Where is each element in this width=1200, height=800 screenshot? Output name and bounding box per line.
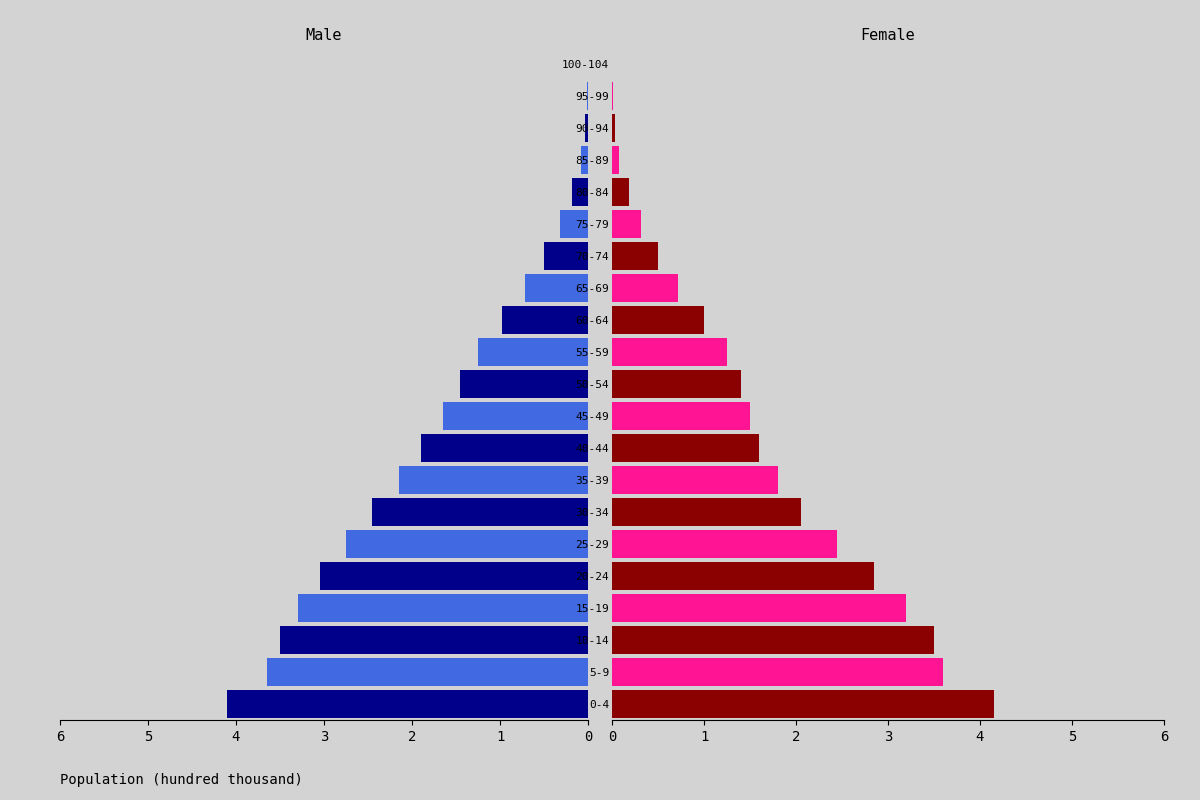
- Text: Population (hundred thousand): Population (hundred thousand): [60, 773, 302, 787]
- Bar: [544, 242, 588, 270]
- Bar: [421, 434, 588, 462]
- Bar: [443, 402, 588, 430]
- Title: Female: Female: [860, 28, 916, 42]
- Bar: [346, 530, 588, 558]
- Bar: [319, 562, 588, 590]
- Bar: [280, 626, 588, 654]
- Bar: [298, 594, 588, 622]
- Bar: [398, 466, 588, 494]
- Bar: [612, 210, 642, 238]
- Title: Male: Male: [306, 28, 342, 42]
- Bar: [586, 114, 588, 142]
- Bar: [612, 594, 906, 622]
- Bar: [612, 658, 943, 686]
- Bar: [266, 658, 588, 686]
- Bar: [612, 466, 778, 494]
- Bar: [612, 274, 678, 302]
- Bar: [581, 146, 588, 174]
- Bar: [612, 498, 800, 526]
- Bar: [612, 306, 704, 334]
- Bar: [612, 338, 727, 366]
- Bar: [502, 306, 588, 334]
- Bar: [461, 370, 588, 398]
- Bar: [560, 210, 588, 238]
- Bar: [524, 274, 588, 302]
- Bar: [612, 690, 994, 718]
- Bar: [612, 114, 614, 142]
- Bar: [612, 146, 619, 174]
- Bar: [227, 690, 588, 718]
- Bar: [612, 370, 740, 398]
- Bar: [372, 498, 588, 526]
- Bar: [612, 402, 750, 430]
- Bar: [612, 530, 838, 558]
- Bar: [612, 626, 934, 654]
- Bar: [612, 178, 629, 206]
- Bar: [572, 178, 588, 206]
- Bar: [612, 434, 760, 462]
- Bar: [612, 562, 874, 590]
- Bar: [478, 338, 588, 366]
- Bar: [612, 242, 658, 270]
